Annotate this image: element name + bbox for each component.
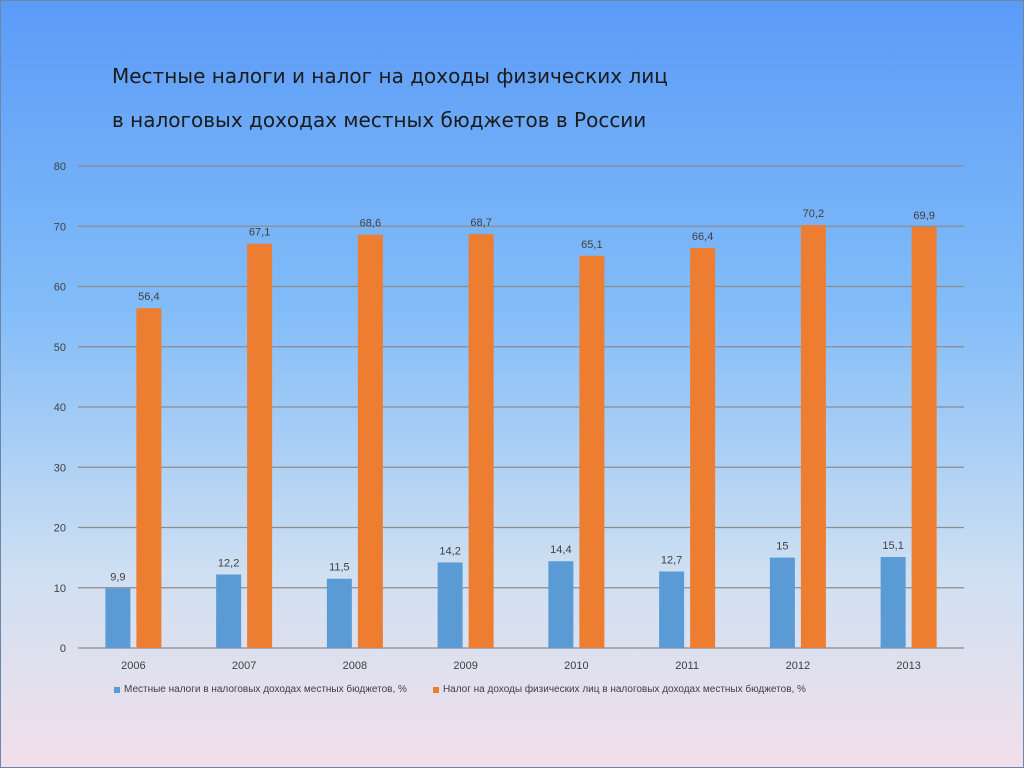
data-label-series-2: 66,4 bbox=[692, 231, 713, 243]
data-label-series-1: 15,1 bbox=[882, 540, 903, 552]
bar-series-2-2007 bbox=[247, 243, 273, 648]
legend-label-series-1: Местные налоги в налоговых доходах местн… bbox=[124, 684, 407, 695]
chart-title-line-2: в налоговых доходах местных бюджетов в Р… bbox=[112, 108, 647, 132]
x-tick-label: 2010 bbox=[564, 660, 588, 672]
data-label-series-1: 12,2 bbox=[218, 557, 239, 569]
y-tick-label: 30 bbox=[54, 462, 66, 474]
bar-series-2-2011 bbox=[690, 247, 716, 648]
data-label-series-1: 11,5 bbox=[329, 562, 350, 574]
y-tick-label: 50 bbox=[54, 342, 66, 354]
x-tick-label: 2011 bbox=[675, 660, 699, 672]
data-label-series-1: 14,4 bbox=[550, 544, 571, 556]
data-label-series-2: 68,6 bbox=[360, 218, 381, 230]
data-label-series-2: 69,9 bbox=[913, 210, 934, 222]
y-tick-label: 0 bbox=[60, 643, 66, 655]
bar-series-2-2012 bbox=[800, 225, 826, 649]
chart-legend: Местные налоги в налоговых доходах местн… bbox=[114, 684, 806, 695]
x-tick-label: 2012 bbox=[786, 660, 810, 672]
data-label-series-2: 68,7 bbox=[470, 217, 491, 229]
data-label-series-2: 56,4 bbox=[138, 291, 159, 303]
data-label-series-2: 65,1 bbox=[581, 239, 602, 251]
data-label-series-1: 15 bbox=[776, 541, 788, 553]
chart-title-line-1: Местные налоги и налог на доходы физичес… bbox=[112, 64, 668, 88]
bar-series-1-2012 bbox=[769, 557, 795, 648]
bar-series-1-2009 bbox=[437, 562, 463, 648]
data-label-series-1: 14,2 bbox=[439, 545, 460, 557]
x-tick-label: 2007 bbox=[232, 660, 256, 672]
bar-series-1-2008 bbox=[326, 578, 352, 648]
x-tick-label: 2008 bbox=[343, 660, 367, 672]
data-label-series-1: 9,9 bbox=[110, 571, 125, 583]
y-tick-label: 20 bbox=[54, 523, 66, 535]
x-tick-label: 2009 bbox=[453, 660, 477, 672]
data-label-series-2: 70,2 bbox=[803, 208, 824, 220]
legend-item-series-1: Местные налоги в налоговых доходах местн… bbox=[114, 684, 407, 695]
bar-series-2-2006 bbox=[136, 308, 162, 648]
bar-series-1-2013 bbox=[880, 557, 906, 648]
y-tick-label: 10 bbox=[54, 583, 66, 595]
y-tick-label: 70 bbox=[54, 221, 66, 233]
y-tick-label: 40 bbox=[54, 402, 66, 414]
legend-swatch-series-2 bbox=[432, 686, 439, 693]
bar-series-2-2008 bbox=[357, 234, 383, 648]
legend-item-series-2: Налог на доходы физических лиц в налогов… bbox=[432, 684, 806, 695]
data-label-series-2: 67,1 bbox=[249, 227, 270, 239]
y-tick-label: 80 bbox=[54, 161, 66, 173]
x-tick-label: 2013 bbox=[896, 660, 920, 672]
bar-series-1-2011 bbox=[659, 571, 685, 648]
bar-series-1-2010 bbox=[548, 561, 574, 648]
x-tick-label: 2006 bbox=[121, 660, 145, 672]
legend-label-series-2: Налог на доходы физических лиц в налогов… bbox=[442, 684, 806, 695]
data-label-series-1: 12,7 bbox=[661, 554, 682, 566]
bar-series-1-2007 bbox=[216, 574, 242, 648]
bar-series-2-2009 bbox=[468, 234, 494, 648]
bar-series-1-2006 bbox=[105, 588, 131, 648]
bar-series-2-2013 bbox=[911, 226, 937, 649]
bar-series-2-2010 bbox=[579, 255, 605, 648]
y-tick-label: 60 bbox=[54, 282, 66, 294]
legend-swatch-series-1 bbox=[114, 686, 120, 693]
